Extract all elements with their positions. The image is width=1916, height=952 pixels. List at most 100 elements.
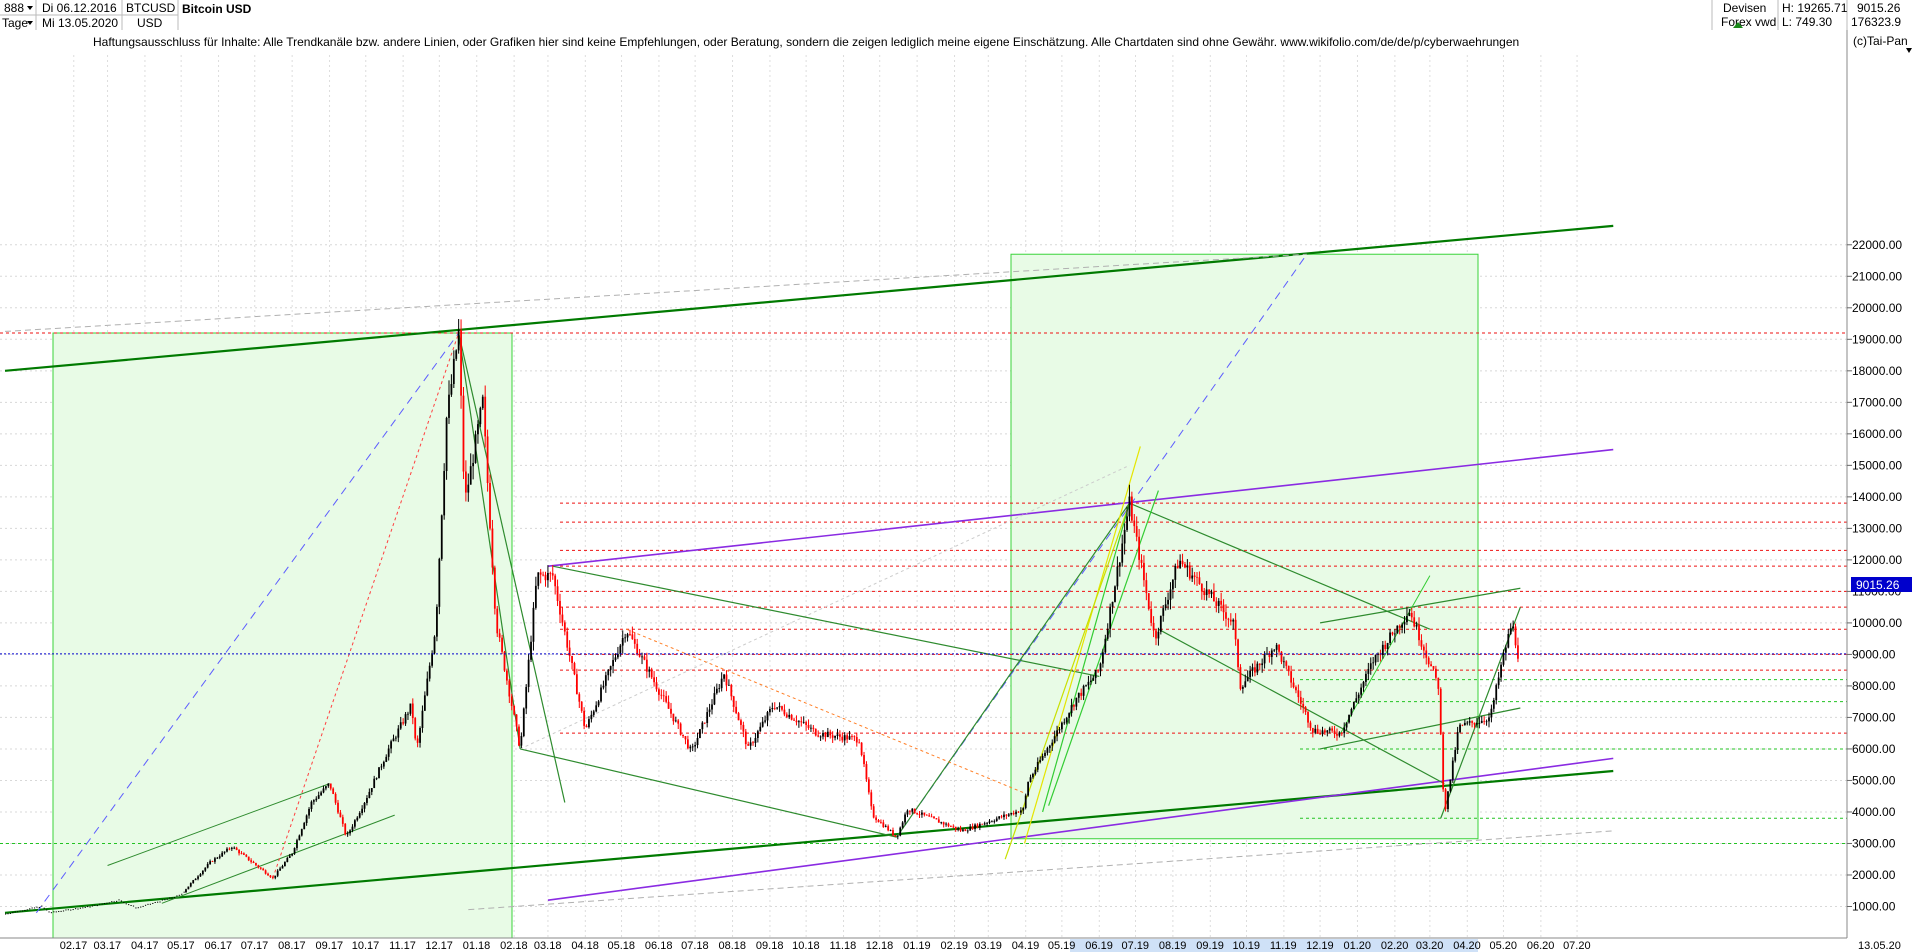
candle-body [935,818,938,820]
candle-body [1249,670,1252,678]
candle-body [1140,559,1143,563]
candle-body [332,788,335,794]
y-tick-label: 18000.00 [1852,364,1902,378]
candle-body [1463,722,1466,726]
candle-body [240,853,243,855]
y-tick-label: 9000.00 [1852,647,1896,661]
candle-body [1492,700,1495,709]
candle-body [397,728,400,738]
candle-body [226,848,228,852]
candle-body [421,710,424,729]
candle-body [477,424,479,435]
candle-body [443,471,446,516]
candle-body [600,687,602,702]
candle-body [399,722,402,729]
candle-body [433,636,436,654]
x-axis-selection[interactable] [1070,939,1478,952]
candle-body [578,694,581,702]
candle-body [682,734,684,737]
candle-body [952,826,955,828]
copyright-dropdown-icon[interactable] [1906,48,1912,53]
candle-body [1167,599,1169,605]
candle-body [1403,622,1406,625]
x-tick-label: 08.17 [278,940,306,952]
candle-body [899,827,902,836]
candle-body [469,466,472,485]
candle-body [585,725,588,728]
horizontal-levels [0,332,1847,844]
candle-body [617,653,619,658]
candle-body [793,719,795,721]
candle-body [1331,728,1334,731]
candle-body [742,724,745,732]
y-tick-label: 10000.00 [1852,616,1902,630]
candle-body [194,878,197,881]
candle-body [506,670,508,681]
candle-body [991,821,993,823]
candle-body [1087,681,1090,686]
candle-body [298,835,301,841]
candle-body [259,867,262,869]
candle-body [785,714,788,718]
x-tick-label: 05.17 [167,940,195,952]
date-end: Mi 13.05.2020 [42,16,118,30]
candle-body [1215,601,1218,606]
candle-body [1432,666,1435,669]
candle-body [402,722,405,724]
copyright: (c)Tai-Pan [1853,34,1908,48]
interval-dropdown-icon[interactable] [27,21,33,25]
candle-body [983,823,986,825]
candle-body [1191,575,1194,579]
candle-body [1389,632,1391,643]
candle-body [382,761,385,767]
x-tick-label: 05.20 [1489,940,1517,952]
candle-body [491,528,494,568]
candle-body [238,849,240,854]
candle-body [870,792,873,807]
candle-body [1507,634,1510,648]
x-tick-label: 08.19 [1159,940,1187,952]
candle-body [766,712,769,721]
candle-body [1104,638,1107,653]
candle-body [602,685,605,688]
candle-body [740,720,742,725]
candle-body [810,727,812,729]
symbol-dropdown-icon[interactable] [27,6,33,10]
candle-body [1143,562,1145,581]
last-price-label: 9015.26 [1856,578,1900,592]
candle-body [370,788,373,792]
candle-body [706,712,709,724]
interval-selector[interactable]: Tage [2,16,28,30]
candle-body [187,886,190,890]
candle-body [436,606,438,637]
candle-body [836,734,839,736]
candle-body [279,868,281,871]
x-tick-label: 05.18 [608,940,636,952]
candle-body [281,866,284,869]
candle-body [1239,667,1242,689]
symbol-code[interactable]: 888 [4,1,24,15]
candle-body [262,868,265,871]
candle-body [769,709,771,713]
candle-body [1273,649,1276,651]
upper-green-channel [4,224,1614,372]
candle-body [892,830,894,836]
x-tick-label: 03.17 [94,940,122,952]
candle-body [329,783,332,789]
last-price-marker [1851,577,1912,592]
candle-body [1307,711,1309,723]
candle-body [776,707,779,709]
candle-body [192,880,195,884]
candle-body [1251,667,1254,671]
candle-body [312,800,315,802]
y-tick-label: 7000.00 [1852,710,1896,724]
candle-body [867,779,870,793]
candle-body [467,484,470,493]
candle-body [843,735,846,741]
candle-body [1220,600,1223,605]
candle-body [853,736,856,738]
candle-body [901,822,904,828]
x-tick-label: 11.18 [830,940,857,952]
candle-body [580,701,583,711]
candle-body [571,655,573,664]
